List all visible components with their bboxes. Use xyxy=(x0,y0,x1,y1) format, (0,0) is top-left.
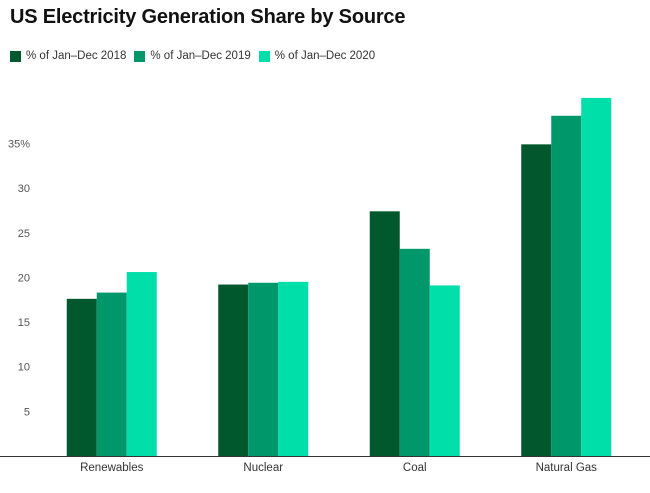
bar-coal-series-0 xyxy=(369,211,400,456)
y-tick-label: 25 xyxy=(18,228,30,240)
x-tick-label: Natural Gas xyxy=(536,462,598,474)
bar-nuclear-series-0 xyxy=(218,284,249,456)
y-tick-label: 5 xyxy=(24,406,30,418)
bar-renewables-series-1 xyxy=(96,292,127,456)
y-tick-label: 15 xyxy=(18,317,30,329)
bar-renewables-series-2 xyxy=(126,272,157,456)
y-tick-label: 35% xyxy=(8,138,30,150)
legend-swatch-2018 xyxy=(10,50,21,62)
bar-coal-series-1 xyxy=(399,248,430,456)
legend-item-2019: % of Jan–Dec 2019 xyxy=(134,50,251,62)
bar-coal-series-2 xyxy=(429,285,460,456)
bar-renewables-series-0 xyxy=(66,298,97,456)
legend-item-2018: % of Jan–Dec 2018 xyxy=(10,50,126,62)
legend-label-2020: % of Jan–Dec 2020 xyxy=(274,50,376,62)
x-tick-label: Renewables xyxy=(80,462,144,474)
bar-natural-gas-series-0 xyxy=(521,144,552,456)
legend-swatch-2020 xyxy=(258,50,270,62)
legend-label-2019: % of Jan–Dec 2019 xyxy=(150,50,251,62)
bar-natural-gas-series-1 xyxy=(551,115,582,456)
x-tick-label: Nuclear xyxy=(243,462,283,474)
bar-nuclear-series-2 xyxy=(278,281,309,456)
y-tick-label: 30 xyxy=(18,183,30,195)
chart-title: US Electricity Generation Share by Sourc… xyxy=(10,6,406,28)
bar-nuclear-series-1 xyxy=(248,282,279,456)
x-tick-label: Coal xyxy=(403,462,427,474)
y-tick-label: 10 xyxy=(18,362,30,374)
legend-item-2020: % of Jan–Dec 2020 xyxy=(258,50,376,62)
legend-swatch-2019 xyxy=(134,50,146,62)
bar-natural-gas-series-2 xyxy=(581,97,612,457)
legend: % of Jan–Dec 2018 % of Jan–Dec 2019 % of… xyxy=(10,50,383,62)
y-tick-label: 20 xyxy=(18,272,30,284)
legend-label-2018: % of Jan–Dec 2018 xyxy=(26,50,127,62)
